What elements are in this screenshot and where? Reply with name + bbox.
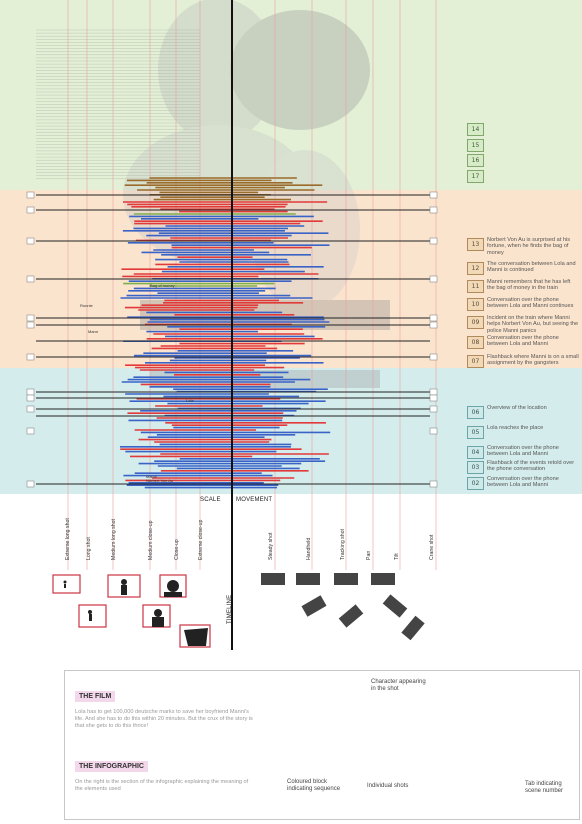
mini-tab-right xyxy=(429,314,438,322)
sequence-description-07: Flashback where Manni is on a small assi… xyxy=(487,354,579,367)
sequence-description-02: Conversation over the phone between Lola… xyxy=(487,476,559,489)
sequence-tab-16: 16 xyxy=(467,154,484,167)
sequence-description-13: Norbert Von Au is surprised at his fortu… xyxy=(487,237,571,256)
sequence-description-12: The conversation between Lola and Manni … xyxy=(487,261,576,274)
character-label: Mann xyxy=(88,329,99,334)
sequence-description-08: Conversation over the phone between Lola… xyxy=(487,335,559,348)
mini-tab-right xyxy=(429,405,438,413)
mini-tab-left xyxy=(26,206,35,214)
mini-tab-right xyxy=(429,427,438,435)
pictogram-medium-long xyxy=(107,574,141,598)
movement-label: Tracking shot xyxy=(340,529,346,560)
mini-tab-right xyxy=(429,191,438,199)
sequence-tab-09: 09 xyxy=(467,316,484,329)
mini-tab-left xyxy=(26,353,35,361)
mini-tab-left xyxy=(26,191,35,199)
sequence-tab-06: 06 xyxy=(467,406,484,419)
sequence-description-04: Conversation over the phone between Lola… xyxy=(487,445,559,458)
movement-label: Steady shot xyxy=(268,532,274,560)
sequence-description-09: Incident on the train where Manni helps … xyxy=(487,315,579,334)
scale-label: Medium close-up xyxy=(148,520,154,561)
scale-label: Long shot xyxy=(86,537,92,560)
camera-pan xyxy=(371,573,395,585)
note-shots: Individual shots xyxy=(367,783,409,789)
character-label: Bag of money xyxy=(150,283,175,288)
sequence-tab-14: 14 xyxy=(467,123,484,136)
pictogram-extreme-long xyxy=(52,574,81,594)
sequence-description-06: Overview of the location xyxy=(487,405,547,411)
scale-label: Close-up xyxy=(174,539,180,560)
note-block: Coloured block indicating sequence xyxy=(287,779,341,792)
movement-pictograms xyxy=(261,573,425,641)
legend-panel: THE FILM Lola has to get 100,000 deutsch… xyxy=(64,670,580,820)
sequence-tab-02: 02 xyxy=(467,477,484,490)
sequence-tab-07: 07 xyxy=(467,355,484,368)
sequence-description-03: Flashback of the events retold over the … xyxy=(487,460,575,473)
mini-tab-left xyxy=(26,237,35,245)
mini-tab-right xyxy=(429,275,438,283)
character-label: Lola xyxy=(186,398,194,403)
sequence-tab-03: 03 xyxy=(467,461,484,474)
movement-label: Tilt xyxy=(394,553,400,560)
sequence-tab-04: 04 xyxy=(467,446,484,459)
shot-bars xyxy=(36,177,430,489)
scale-label: Extreme close-up xyxy=(198,519,204,560)
mini-tab-right xyxy=(429,206,438,214)
sequence-description-05: Lola reaches the place xyxy=(487,425,544,431)
scale-label: Medium long shot xyxy=(111,519,117,560)
scale-pictograms xyxy=(52,574,211,648)
film-title: THE FILM xyxy=(75,691,116,702)
sequence-tab-11: 11 xyxy=(467,280,484,293)
character-label: Manni xyxy=(146,474,157,479)
mini-tab-left xyxy=(26,405,35,413)
camera-steady xyxy=(261,573,285,585)
pictogram-long xyxy=(78,604,107,628)
scale-axis-label: SCALE xyxy=(200,497,221,503)
camera-handheld xyxy=(296,573,320,585)
mini-tab-left xyxy=(26,427,35,435)
mini-tab-left xyxy=(26,480,35,488)
movement-label: Crane shot xyxy=(429,534,435,560)
note-character: Character appearing in the shot xyxy=(371,679,426,692)
scale-guide-lines xyxy=(67,0,437,570)
sequence-tab-08: 08 xyxy=(467,336,484,349)
background-rows xyxy=(36,29,200,180)
sequence-tab-05: 05 xyxy=(467,426,484,439)
sequence-tab-17: 17 xyxy=(467,170,484,183)
mini-tab-right xyxy=(429,480,438,488)
mini-tab-right xyxy=(429,388,438,396)
mini-tab-right xyxy=(429,353,438,361)
character-label: Ronnie xyxy=(80,303,93,308)
film-description: Lola has to get 100,000 deutsche marks t… xyxy=(75,709,253,729)
movement-label: Pan xyxy=(366,550,372,560)
note-tab: Tab indicating scene number xyxy=(525,781,564,794)
mini-tab-right xyxy=(429,394,438,402)
timeline-axis-label: TIMELINE xyxy=(227,594,233,624)
movement-label: Handheld xyxy=(306,537,312,560)
sequence-tab-15: 15 xyxy=(467,139,484,152)
sequence-tab-13: 13 xyxy=(467,238,484,251)
sequence-description-10: Conversation over the phone between Lola… xyxy=(487,297,574,310)
mini-tab-left xyxy=(26,275,35,283)
mini-tab-right xyxy=(429,237,438,245)
scale-label: Extreme long shot xyxy=(65,518,71,560)
character-label: Norbert Von Au xyxy=(146,478,174,483)
sequence-tab-10: 10 xyxy=(467,298,484,311)
mini-tab-left xyxy=(26,388,35,396)
camera-tilt xyxy=(301,595,327,617)
infographic-description: On the right is the section of the infog… xyxy=(75,779,249,792)
infographic-title: THE INFOGRAPHIC xyxy=(75,761,148,772)
mini-tab-left xyxy=(26,314,35,322)
mini-tab-left xyxy=(26,394,35,402)
camera-tracking xyxy=(334,573,358,585)
sequence-tab-12: 12 xyxy=(467,262,484,275)
scene-mini-tabs xyxy=(26,191,438,488)
movement-axis-label: MOVEMENT xyxy=(236,497,273,503)
mini-tab-right xyxy=(429,321,438,329)
pictogram-extreme-close xyxy=(179,624,211,648)
pictogram-figures xyxy=(63,579,208,646)
mini-tab-left xyxy=(26,321,35,329)
sequence-description-11: Manni remembers that he has left the bag… xyxy=(487,279,571,292)
